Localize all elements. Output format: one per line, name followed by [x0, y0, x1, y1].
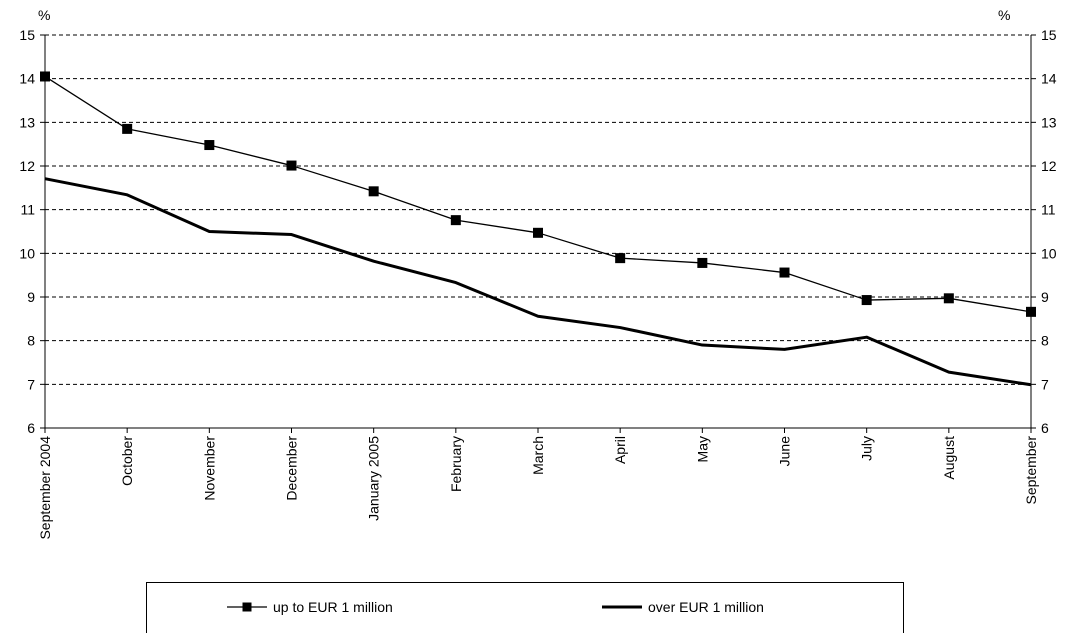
axis-labels: 6 6 7 7 8 8 9 9 10 10 11 11 12 12 13 13 14 14 15 15 Septembe…	[19, 27, 1056, 540]
data-point	[615, 253, 626, 264]
y-tick-label-right: 8	[1041, 333, 1049, 349]
y-axis-right-unit: %	[998, 7, 1010, 23]
y-tick-label-left: 8	[27, 333, 35, 349]
gridlines	[45, 34, 1031, 385]
legend-label: over EUR 1 million	[648, 599, 764, 615]
x-tick-label: September	[1023, 436, 1039, 505]
data-point	[861, 295, 872, 306]
data-point	[697, 257, 708, 268]
data-point	[779, 267, 790, 278]
y-tick-label-right: 15	[1041, 27, 1057, 43]
y-tick-label-right: 12	[1041, 158, 1057, 174]
x-tick-label: June	[777, 436, 793, 467]
x-tick-label: February	[448, 436, 464, 492]
x-tick-label: September 2004	[37, 436, 53, 540]
y-tick-label-right: 11	[1041, 202, 1056, 218]
y-tick-label-left: 10	[19, 245, 35, 261]
x-tick-label: November	[201, 436, 217, 501]
x-tick-label: August	[941, 436, 957, 480]
data-point	[204, 140, 215, 151]
y-tick-label-left: 11	[20, 202, 35, 218]
x-tick-label: December	[284, 436, 300, 501]
y-tick-label-left: 7	[27, 376, 35, 392]
data-point	[450, 215, 461, 226]
y-tick-label-right: 13	[1041, 114, 1057, 130]
x-tick-label: January 2005	[366, 436, 382, 521]
data-point	[1026, 306, 1036, 317]
y-tick-label-left: 6	[27, 420, 35, 436]
y-tick-label-left: 13	[19, 114, 35, 130]
legend-swatch-thick-line	[602, 605, 642, 609]
legend-item-over-1m: over EUR 1 million	[602, 597, 764, 617]
x-tick-label: May	[694, 436, 710, 462]
axes	[40, 34, 1036, 433]
data-point	[533, 227, 543, 238]
legend-item-up-to-1m: up to EUR 1 million	[227, 597, 393, 617]
y-tick-label-left: 14	[19, 71, 35, 87]
data-point	[286, 160, 297, 171]
legend: up to EUR 1 million over EUR 1 million	[146, 582, 904, 633]
legend-label: up to EUR 1 million	[273, 599, 393, 615]
x-tick-label: March	[530, 436, 546, 475]
y-tick-label-right: 14	[1041, 71, 1057, 87]
y-tick-label-left: 15	[19, 27, 35, 43]
series-line-1	[44, 177, 1032, 387]
x-tick-label: April	[612, 436, 628, 464]
x-tick-label: July	[859, 436, 875, 461]
series-line-0	[44, 75, 1032, 313]
line-chart: % % 6 6 7 7 8 8 9 9 10 10 11 11 12 12 13 13 14 14 15 15 Sept…	[19, 7, 1056, 540]
x-tick-label: October	[119, 436, 135, 486]
y-tick-label-right: 6	[1041, 420, 1049, 436]
y-tick-label-right: 7	[1041, 376, 1049, 392]
data-point	[122, 123, 133, 134]
series	[40, 71, 1036, 387]
y-tick-label-right: 10	[1041, 245, 1057, 261]
data-point	[368, 186, 379, 197]
y-tick-label-right: 9	[1041, 289, 1049, 305]
y-tick-label-left: 12	[19, 158, 35, 174]
y-axis-left-unit: %	[38, 7, 50, 23]
data-point	[943, 293, 954, 304]
data-point	[40, 71, 50, 82]
legend-swatch-line-square-marker	[227, 602, 267, 612]
y-tick-label-left: 9	[27, 289, 35, 305]
